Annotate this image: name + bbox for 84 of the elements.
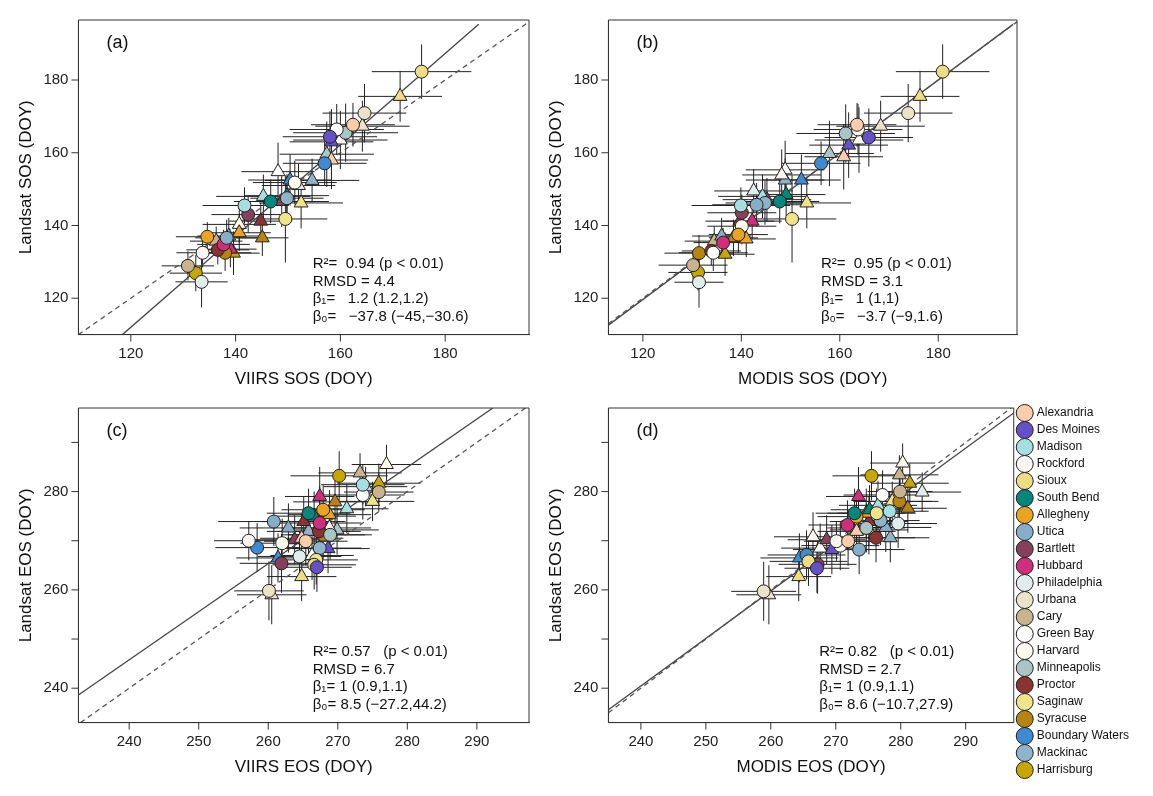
legend-label: Rockford [1036, 456, 1085, 471]
legend-label: Boundary Waters [1036, 728, 1129, 743]
y-tick-label: 180 [573, 70, 599, 88]
legend-label: Allegheny [1036, 507, 1090, 522]
legend-label: Philadelphia [1036, 575, 1103, 590]
y-axis-title: Landsat SOS (DOY) [15, 100, 35, 255]
y-tick-label: 140 [43, 215, 69, 233]
x-tick-label: 250 [693, 731, 719, 749]
y-tick-label: 240 [43, 678, 69, 696]
legend-label: Urbana [1036, 592, 1077, 607]
annotation: RMSD = 6.7 [312, 659, 395, 677]
legend-label: Minneapolis [1036, 660, 1101, 675]
legend-label: Utica [1036, 524, 1065, 539]
annotation: β₀= −37.8 (−45,−30.6) [312, 306, 469, 324]
annotation: RMSD = 2.7 [819, 659, 902, 677]
y-axis-title: Landsat EOS (DOY) [545, 488, 565, 643]
annotation: β₀= −3.7 (−9,1.6) [820, 306, 943, 324]
annotation: (a) [106, 31, 129, 52]
annotation: β₁= 1 (1,1) [820, 289, 900, 307]
legend-label: Alexandria [1036, 405, 1094, 420]
x-tick-label: 120 [630, 343, 656, 361]
x-axis-title: MODIS EOS (DOY) [736, 757, 886, 777]
annotation: β₀= 8.6 (−10.7,27.9) [819, 694, 954, 712]
x-tick-label: 260 [255, 731, 281, 749]
legend-label: Des Moines [1036, 422, 1101, 437]
x-tick-label: 180 [925, 343, 951, 361]
x-tick-label: 280 [888, 731, 914, 749]
x-tick-label: 140 [728, 343, 754, 361]
annotation: R²= 0.82 (p < 0.01) [819, 642, 955, 660]
x-tick-label: 270 [325, 731, 351, 749]
y-axis-title: Landsat SOS (DOY) [545, 100, 565, 255]
annotation: RMSD = 4.4 [312, 271, 395, 289]
x-tick-label: 120 [118, 343, 144, 361]
legend-label: Hubbard [1036, 558, 1083, 573]
x-tick-label: 160 [327, 343, 353, 361]
legend-label: South Bend [1036, 490, 1100, 505]
annotation: β₁= 1 (0.9,1.1) [819, 677, 915, 695]
legend-label: Proctor [1036, 677, 1076, 692]
x-tick-label: 290 [464, 731, 490, 749]
y-tick-label: 180 [43, 70, 69, 88]
x-axis-title: VIIRS EOS (DOY) [234, 757, 373, 777]
x-tick-label: 160 [827, 343, 853, 361]
x-tick-label: 140 [223, 343, 249, 361]
x-axis-title: MODIS SOS (DOY) [738, 369, 888, 389]
y-tick-label: 240 [573, 678, 599, 696]
y-tick-label: 120 [573, 288, 599, 306]
annotation: β₁= 1 (0.9,1.1) [312, 677, 408, 695]
legend-label: Mackinac [1036, 745, 1088, 760]
legend-label: Madison [1036, 439, 1083, 454]
annotation: RMSD = 3.1 [820, 271, 904, 289]
annotation: R²= 0.94 (p < 0.01) [312, 254, 444, 272]
x-tick-label: 240 [628, 731, 654, 749]
legend-label: Harvard [1036, 643, 1080, 658]
legend-label: Cary [1036, 609, 1063, 624]
legend-label: Bartlett [1036, 541, 1076, 556]
y-tick-label: 260 [43, 580, 69, 598]
legend-label: Green Bay [1036, 626, 1095, 641]
x-tick-label: 270 [823, 731, 849, 749]
annotation: (c) [106, 419, 128, 440]
annotation: (d) [636, 419, 659, 440]
y-tick-label: 280 [43, 481, 69, 499]
y-tick-label: 140 [573, 215, 599, 233]
annotation: R²= 0.95 (p < 0.01) [820, 254, 952, 272]
annotation: β₀= 8.5 (−27.2,44.2) [312, 694, 447, 712]
legend-label: Saginaw [1036, 694, 1084, 709]
y-tick-label: 120 [43, 288, 69, 306]
y-tick-label: 260 [573, 580, 599, 598]
y-tick-label: 160 [43, 142, 69, 160]
annotation: (b) [636, 31, 659, 52]
x-tick-label: 260 [758, 731, 784, 749]
x-tick-label: 280 [394, 731, 420, 749]
annotation: β₁= 1.2 (1.2,1.2) [312, 289, 429, 307]
legend-label: Syracuse [1036, 711, 1088, 726]
x-tick-label: 180 [432, 343, 458, 361]
y-axis-title: Landsat EOS (DOY) [15, 488, 35, 643]
x-tick-label: 250 [186, 731, 212, 749]
legend-label: Sioux [1036, 473, 1067, 488]
y-tick-label: 280 [573, 481, 599, 499]
annotation: R²= 0.57 (p < 0.01) [312, 642, 448, 660]
x-axis-title: VIIRS SOS (DOY) [234, 369, 373, 389]
legend-label: Harrisburg [1036, 762, 1093, 777]
y-tick-label: 160 [573, 142, 599, 160]
x-tick-label: 290 [953, 731, 979, 749]
x-tick-label: 240 [116, 731, 142, 749]
